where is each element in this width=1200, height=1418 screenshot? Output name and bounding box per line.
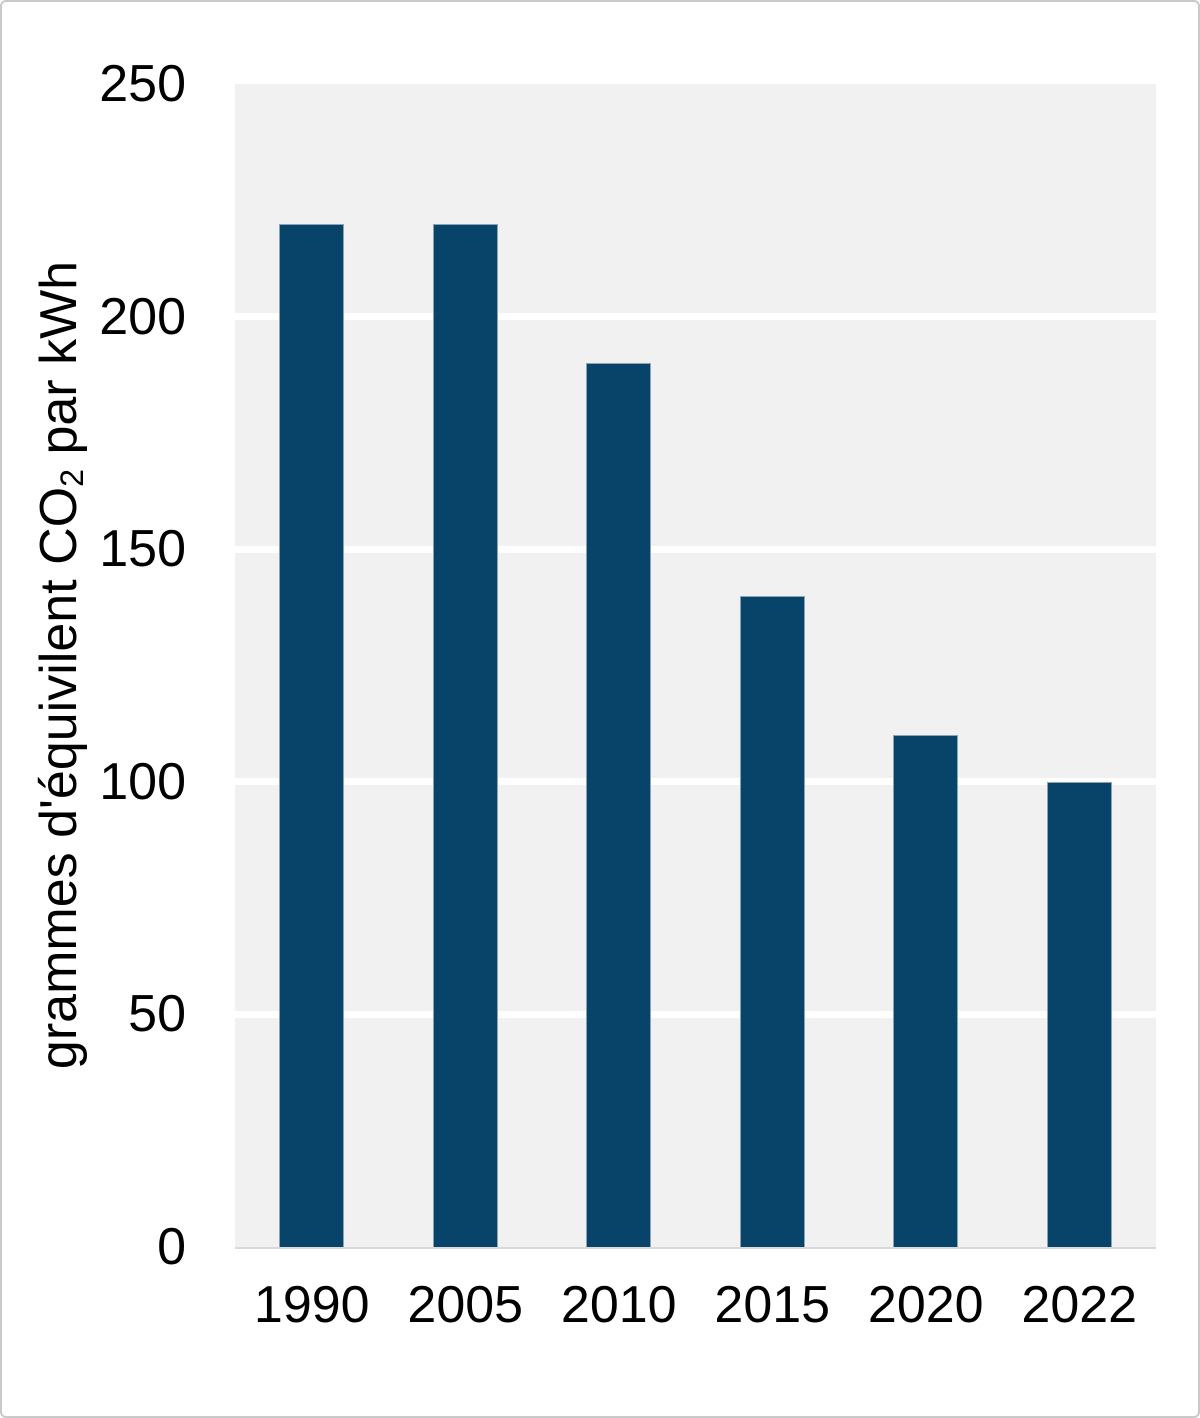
y-tick-label: 200 [99,287,186,346]
y-tick-label: 150 [99,520,186,579]
x-tick-label: 2022 [1021,1276,1138,1334]
y-tick-label: 100 [99,752,186,811]
gridline [235,1010,1156,1018]
y-tick-label: 250 [99,55,186,113]
bar-2010 [586,363,652,1247]
x-tick-label: 2020 [867,1276,984,1334]
x-tick-label: 2005 [407,1276,524,1334]
bar-2015 [739,595,805,1247]
x-tick-label: 2010 [560,1276,677,1334]
y-axis-title-subscript: 2 [54,468,91,487]
gridline [235,545,1156,553]
y-tick-label: 0 [157,1218,186,1276]
bar-2020 [893,735,959,1247]
bar-2005 [432,223,498,1247]
gridline [235,313,1156,321]
plot-area [235,84,1156,1249]
y-tick-label: 50 [128,985,186,1044]
x-tick-label: 1990 [253,1276,370,1334]
bar-1990 [279,223,345,1247]
gridline [235,778,1156,786]
bar-2022 [1046,781,1112,1247]
x-tick-label: 2015 [714,1276,831,1334]
y-axis-title: grammes d'équivilent CO2 par kWh [29,261,91,1069]
